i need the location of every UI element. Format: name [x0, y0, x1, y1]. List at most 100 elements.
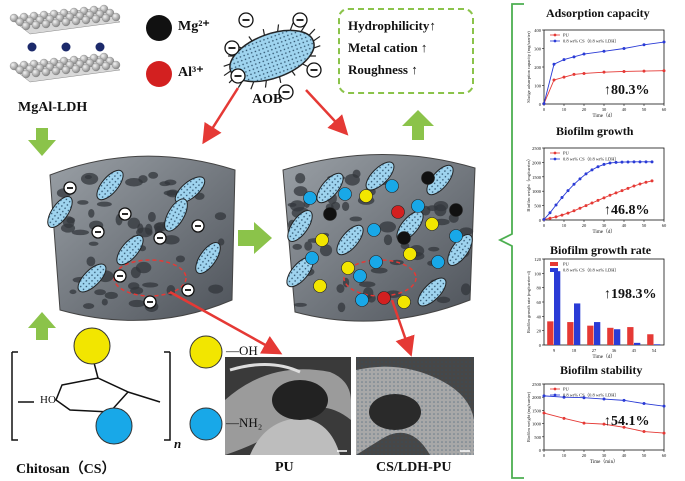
- chart3-xtick-label: 36: [612, 348, 617, 353]
- chart2-data-point: [578, 206, 582, 210]
- chart2-data-point: [560, 213, 564, 217]
- chart2-data-point: [620, 189, 624, 193]
- chart3-bar: [554, 271, 561, 345]
- chart2-data-point: [596, 165, 600, 169]
- chart1-data-point: [622, 69, 626, 73]
- chart1-title: Adsorption capacity: [546, 6, 650, 20]
- oh-group-marker: [315, 233, 329, 247]
- mg-label: Mg²⁺: [178, 19, 210, 34]
- chart3-bar: [614, 329, 621, 345]
- chart4-data-point: [662, 404, 666, 408]
- chart3-ytick-label: 120: [534, 257, 542, 262]
- chart2-data-point: [614, 160, 618, 164]
- property-callout: Hydrophilicity↑ Metal cation ↑ Roughness…: [338, 8, 474, 94]
- negative-charge-icon: [224, 40, 240, 56]
- chart3-bar: [587, 325, 594, 345]
- chart2-annotation: ↑46.8%: [604, 203, 650, 218]
- ldh-layer-bottom: [9, 52, 121, 83]
- aob-cell-icon: [287, 210, 313, 242]
- chart3-bar: [634, 342, 641, 345]
- chart2-title: Biofilm growth: [556, 124, 634, 138]
- n-subscript: n: [174, 436, 182, 451]
- negative-charge-icon: [278, 84, 294, 100]
- oh-group-marker: [313, 279, 327, 293]
- chart2-data-point: [632, 160, 636, 164]
- ldh-label: MgAl-LDH: [18, 100, 88, 115]
- chart4-xtick-label: 10: [562, 453, 567, 458]
- chart1-xtick-label: 60: [662, 107, 667, 112]
- chart2-data-point: [560, 196, 564, 200]
- chart1-ylabel: Sludge adsorption capacity (mg/carrier): [526, 31, 531, 103]
- nh2-group-marker: [385, 179, 399, 193]
- chart2-data-point: [572, 209, 576, 213]
- al-ion-icon: [146, 61, 172, 87]
- chart3-bar: [647, 334, 654, 345]
- chart2-ytick-label: 500: [534, 204, 542, 209]
- nh2-label: —NH₂: [226, 415, 263, 430]
- chart4-legend-marker: [553, 387, 557, 391]
- chart3-bar: [547, 321, 554, 345]
- aob-cell-icon: [417, 277, 447, 307]
- chart1-xtick-label: 20: [582, 107, 587, 112]
- chart2-data-point: [596, 198, 600, 202]
- chart2-ytick-label: 0: [539, 218, 542, 223]
- chart4-data-point: [562, 395, 566, 399]
- al-ion-marker: [377, 291, 391, 305]
- chart3-bar: [574, 303, 581, 345]
- chart1-ytick-label: 0: [539, 102, 542, 107]
- chart2-legend-marker: [553, 151, 557, 155]
- aob-cell-icon: [195, 242, 221, 274]
- aob-cell-icon: [116, 234, 144, 266]
- mg-ion-icon: [146, 15, 172, 41]
- negative-charge-icon: [63, 181, 77, 195]
- negative-charge-icon: [191, 219, 205, 233]
- chart4-legend-label: 0.8 wt% CS（0.8 wt% LDH）: [563, 393, 619, 398]
- chart4-data-point: [582, 396, 586, 400]
- chart4-xlabel: Time（min）: [590, 459, 618, 465]
- oh-group-marker: [397, 295, 411, 309]
- chart2-data-point: [614, 191, 618, 195]
- chart4-ytick-label: 0: [539, 448, 542, 453]
- mg-ion-marker: [323, 207, 337, 221]
- chart2-data-point: [584, 172, 588, 176]
- chitosan-oh-group: [73, 327, 111, 365]
- chart3-xtick-label: 18: [572, 348, 577, 353]
- chart2-data-point: [542, 217, 546, 221]
- aob-cell-icon: [47, 196, 73, 228]
- mg-ion-marker: [397, 231, 411, 245]
- chart2-data-point: [626, 186, 630, 190]
- chart1-legend-marker: [553, 33, 557, 37]
- chitosan-label: Chitosan（CS）: [16, 462, 116, 477]
- chart2-data-point: [644, 180, 648, 184]
- chart4-ytick-label: 500: [534, 435, 542, 440]
- chart3-bar: [607, 327, 614, 345]
- chart2-data-point: [584, 204, 588, 208]
- oh-group-marker: [341, 261, 355, 275]
- right-bracket: [497, 3, 524, 479]
- chart2-data-point: [638, 182, 642, 186]
- nh2-group-marker: [369, 255, 383, 269]
- negative-charge-icon: [153, 231, 167, 245]
- chart3-ytick-label: 0: [539, 343, 542, 348]
- chart4-data-point: [622, 398, 626, 402]
- sem-cs-label: CS/LDH-PU: [376, 460, 452, 475]
- nh2-group-marker: [411, 199, 425, 213]
- chart4-xtick-label: 40: [622, 453, 627, 458]
- chart1-data-point: [542, 102, 546, 106]
- nh2-group-marker: [353, 269, 367, 283]
- nh2-group-marker: [303, 191, 317, 205]
- nh2-group-marker: [449, 229, 463, 243]
- chart1-data-point: [552, 62, 556, 66]
- al-ion-marker: [391, 205, 405, 219]
- chart4-legend-marker: [553, 393, 557, 397]
- chart4-ytick-label: 1500: [532, 408, 542, 413]
- chart2-data-point: [566, 189, 570, 193]
- chart1-data-point: [662, 69, 666, 73]
- negative-charge-icon: [181, 283, 195, 297]
- chart4-xtick-label: 30: [602, 453, 607, 458]
- oh-group-marker: [359, 189, 373, 203]
- al-label: Al³⁺: [178, 65, 204, 80]
- negative-charge-icon: [230, 68, 246, 84]
